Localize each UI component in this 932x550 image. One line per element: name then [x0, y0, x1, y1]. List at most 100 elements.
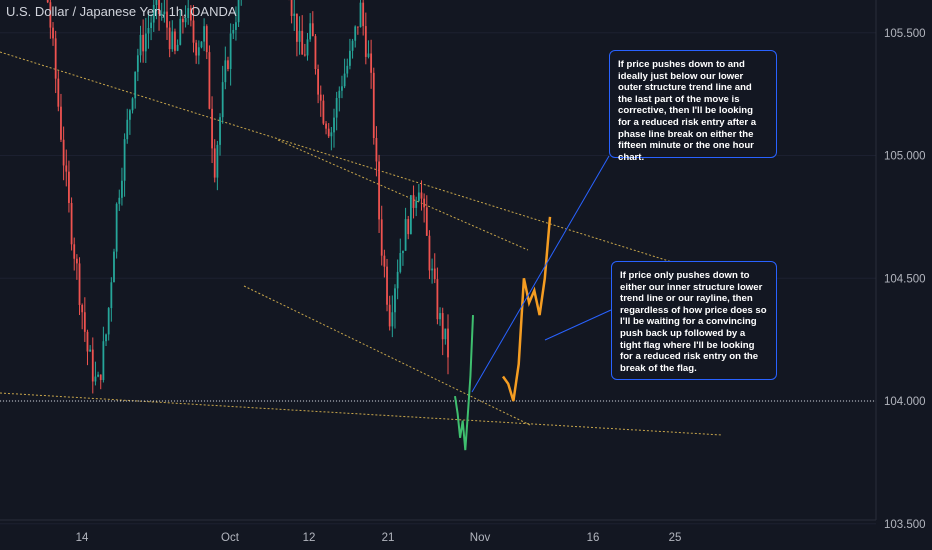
candle-body [235, 22, 237, 30]
candle-body [444, 328, 447, 340]
candle-body [311, 23, 314, 37]
candle-body [301, 30, 304, 55]
candle-body [75, 258, 78, 264]
candle-body [314, 36, 317, 70]
candle-body [383, 255, 386, 267]
candle-body [351, 40, 354, 51]
candle-body [46, 0, 49, 3]
candle-body [431, 268, 433, 271]
candle-body [142, 34, 145, 52]
candle-body [359, 2, 362, 28]
candle-body [155, 0, 158, 5]
time-tick-label: 12 [303, 532, 316, 544]
price-tick-label: 103.500 [884, 519, 926, 531]
candle-body [184, 18, 187, 23]
candle-body [436, 279, 439, 320]
candle-body [404, 219, 407, 251]
candle-body [447, 328, 449, 358]
candle-body [295, 13, 298, 42]
trend-lines [0, 51, 723, 436]
candle-body [182, 18, 184, 23]
candle-body [49, 2, 52, 28]
candle-body [375, 137, 378, 162]
time-tick-label: 25 [669, 532, 682, 544]
candle-body [412, 195, 415, 208]
candle-body [97, 374, 99, 377]
candle-body [293, 13, 296, 16]
candle-body [380, 219, 383, 256]
callout-line-bottom [544, 309, 612, 341]
candle-body [62, 139, 65, 166]
candle-body [52, 27, 54, 39]
candle-body [341, 86, 343, 91]
candle-body [57, 78, 60, 107]
callout-note-top[interactable]: If price pushes down to and ideally just… [609, 50, 777, 163]
candle-body [205, 26, 208, 53]
candle-body [152, 4, 155, 23]
candle-body [65, 165, 68, 172]
candle-body [420, 192, 423, 199]
candle-body [399, 253, 402, 272]
candle-body [192, 20, 195, 43]
time-tick-label: Oct [221, 532, 240, 544]
candle-body [102, 341, 105, 380]
candles [46, 0, 449, 394]
candle-body [333, 117, 335, 133]
candle-body [166, 11, 168, 28]
outer-lower-trendline [0, 392, 723, 436]
candle-body [402, 250, 404, 254]
time-axis[interactable]: 14 Oct 12 21 Nov 16 25 [76, 532, 682, 544]
candle-body [83, 312, 86, 332]
candle-body [126, 119, 129, 140]
candle-body [224, 60, 227, 83]
candle-body [211, 108, 213, 149]
candle-body [160, 13, 163, 15]
candle-body [123, 139, 126, 181]
candle-body [306, 39, 309, 56]
candle-body [150, 22, 153, 29]
candle-body [86, 331, 89, 352]
time-tick-label: Nov [470, 532, 491, 544]
candle-body [200, 41, 203, 48]
candle-body [203, 26, 206, 42]
candle-body [229, 33, 232, 69]
candle-body [227, 60, 229, 69]
candle-body [362, 2, 365, 27]
price-tick-label: 104.500 [884, 273, 926, 285]
callout-note-bottom[interactable]: If price only pushes down to either our … [611, 261, 777, 380]
candle-body [68, 171, 70, 203]
candle-body [409, 195, 412, 235]
candle-body [147, 28, 150, 34]
chart-title: U.S. Dollar / Japanese Yen, 1h, OANDA [6, 4, 237, 19]
candle-body [54, 38, 57, 79]
candle-body [349, 50, 351, 66]
candle-body [171, 31, 174, 50]
candle-body [309, 23, 312, 40]
candle-body [428, 235, 431, 271]
price-axis[interactable]: 107.000106.500106.000105.500105.000104.5… [884, 0, 926, 531]
candle-body [394, 288, 396, 313]
candle-body [174, 31, 176, 51]
candle-body [317, 69, 320, 95]
candle-body [433, 268, 436, 280]
candle-body [388, 304, 391, 327]
candle-body [91, 349, 94, 382]
candle-body [327, 128, 330, 137]
candle-body [197, 47, 200, 56]
candle-body [70, 202, 73, 245]
candle-body [378, 161, 380, 220]
candle-body [367, 53, 370, 57]
candle-body [99, 374, 102, 380]
projection-path-alt [454, 315, 474, 451]
candle-body [354, 26, 357, 41]
candle-body [364, 26, 367, 57]
candle-body [60, 106, 62, 140]
candle-body [121, 180, 123, 198]
inner-lower-trendline [243, 285, 531, 426]
candle-body [179, 18, 182, 45]
candle-body [139, 34, 142, 56]
candle-body [425, 207, 428, 236]
time-tick-label: 21 [382, 532, 395, 544]
candle-body [115, 203, 118, 252]
